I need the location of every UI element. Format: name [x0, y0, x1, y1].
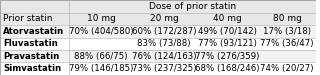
Text: 70% (404/580): 70% (404/580): [69, 27, 133, 36]
Text: 17% (3/18): 17% (3/18): [263, 27, 311, 36]
Text: Prior statin: Prior statin: [3, 14, 53, 23]
Text: 80 mg: 80 mg: [273, 14, 302, 23]
Bar: [132, 38, 196, 50]
Bar: [69, 62, 132, 75]
Text: 79% (146/185): 79% (146/185): [69, 64, 133, 73]
Bar: [132, 25, 196, 38]
Bar: [196, 13, 259, 25]
Bar: [0, 0, 69, 13]
Bar: [69, 0, 316, 13]
Bar: [259, 13, 316, 25]
Bar: [196, 25, 259, 38]
Text: 76% (124/163): 76% (124/163): [132, 52, 196, 61]
Bar: [259, 38, 316, 50]
Bar: [69, 25, 132, 38]
Text: 20 mg: 20 mg: [150, 14, 179, 23]
Text: 77% (93/121): 77% (93/121): [198, 39, 257, 48]
Bar: [132, 50, 196, 62]
Text: Atorvastatin: Atorvastatin: [3, 27, 64, 36]
Bar: [0, 13, 69, 25]
Bar: [0, 38, 69, 50]
Text: 40 mg: 40 mg: [213, 14, 242, 23]
Text: 83% (73/88): 83% (73/88): [137, 39, 191, 48]
Text: 73% (237/325): 73% (237/325): [132, 64, 196, 73]
Bar: [259, 62, 316, 75]
Text: 77% (276/359): 77% (276/359): [195, 52, 260, 61]
Bar: [0, 25, 69, 38]
Bar: [196, 38, 259, 50]
Bar: [259, 50, 316, 62]
Bar: [0, 50, 69, 62]
Text: 10 mg: 10 mg: [86, 14, 116, 23]
Bar: [132, 13, 196, 25]
Text: Fluvastatin: Fluvastatin: [3, 39, 58, 48]
Text: 77% (36/47): 77% (36/47): [260, 39, 314, 48]
Text: 60% (172/287): 60% (172/287): [132, 27, 196, 36]
Text: Simvastatin: Simvastatin: [3, 64, 61, 73]
Text: Dose of prior statin: Dose of prior statin: [149, 2, 236, 11]
Bar: [69, 38, 132, 50]
Bar: [0, 62, 69, 75]
Text: 88% (66/75): 88% (66/75): [74, 52, 128, 61]
Bar: [132, 62, 196, 75]
Bar: [259, 25, 316, 38]
Bar: [69, 50, 132, 62]
Text: 68% (168/246): 68% (168/246): [195, 64, 260, 73]
Bar: [196, 62, 259, 75]
Text: 49% (70/142): 49% (70/142): [198, 27, 257, 36]
Bar: [196, 50, 259, 62]
Text: 74% (20/27): 74% (20/27): [260, 64, 314, 73]
Bar: [69, 13, 132, 25]
Text: Pravastatin: Pravastatin: [3, 52, 60, 61]
